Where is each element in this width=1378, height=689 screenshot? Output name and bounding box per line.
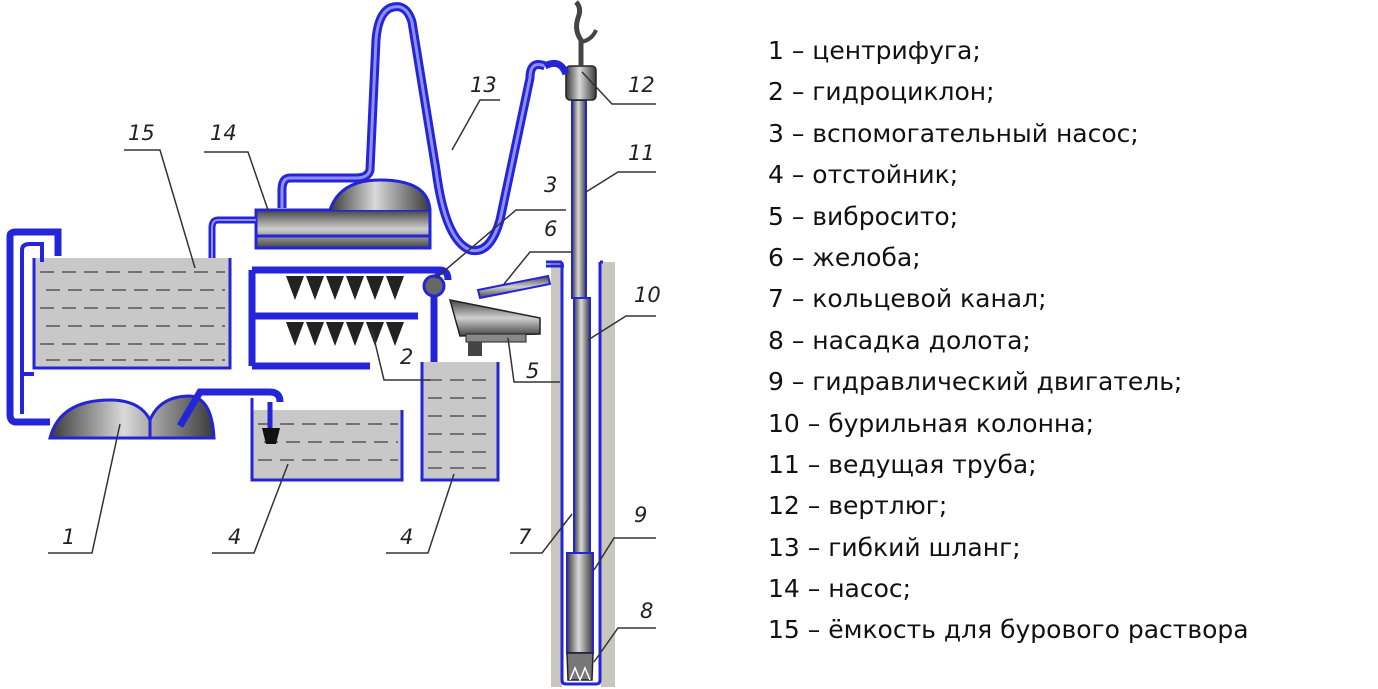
legend-item: 15 – ёмкость для бурового раствора [768, 615, 1249, 645]
label-10: 10 [634, 283, 661, 307]
ground [551, 262, 615, 687]
label-8: 8 [640, 599, 653, 623]
label-2: 2 [400, 345, 413, 369]
label-6: 6 [544, 217, 557, 241]
label-3: 3 [544, 173, 557, 197]
legend-item: 9 – гидравлический двигатель; [768, 367, 1183, 397]
settling-tank-right [420, 362, 500, 482]
centrifuge [6, 228, 284, 440]
settling-tank-left [250, 398, 404, 482]
legend-item: 7 – кольцевой канал; [768, 284, 1047, 314]
drilling-fluid-circulation-diagram: 1 4 4 7 9 8 10 11 12 13 14 15 3 6 2 5 [6, 0, 661, 687]
label-11: 11 [628, 141, 655, 165]
label-4b: 4 [400, 525, 413, 549]
legend-item: 8 – насадка долота; [768, 325, 1031, 355]
legend-item: 12 – вертлюг; [768, 491, 948, 521]
swivel [565, 0, 598, 101]
mud-tank [32, 258, 232, 370]
legend-item: 13 – гибкий шланг; [768, 532, 1021, 562]
drill-string [566, 99, 594, 682]
annulus-channel [546, 260, 603, 686]
legend: 1 – центрифуга; 2 – гидроциклон; 3 – всп… [768, 30, 1249, 651]
legend-item: 5 – вибросито; [768, 201, 959, 231]
legend-item: 3 – вспомогательный насос; [768, 118, 1139, 148]
vibrating-sieve [448, 299, 541, 356]
legend-item: 10 – бурильная колонна; [768, 408, 1095, 438]
legend-item: 11 – ведущая труба; [768, 449, 1037, 479]
label-5: 5 [526, 359, 539, 383]
leader-lines [48, 71, 656, 663]
legend-item: 4 – отстойник; [768, 160, 959, 190]
flexible-hose [277, 2, 570, 256]
label-7: 7 [518, 525, 532, 549]
legend-item: 1 – центрифуга; [768, 36, 981, 65]
legend-item: 14 – насос; [768, 574, 912, 604]
label-1: 1 [62, 525, 75, 549]
legend-item: 2 – гидроциклон; [768, 77, 995, 107]
label-14: 14 [210, 121, 237, 145]
label-4a: 4 [228, 525, 241, 549]
pump [204, 178, 432, 302]
part-numbers: 1 4 4 7 9 8 10 11 12 13 14 15 3 6 2 5 [62, 73, 661, 623]
label-13: 13 [470, 73, 497, 97]
label-12: 12 [628, 73, 655, 97]
label-15: 15 [128, 121, 155, 145]
label-9: 9 [634, 503, 647, 527]
troughs [476, 264, 564, 300]
legend-item: 6 – желоба; [768, 242, 921, 272]
hydrocyclone [248, 266, 452, 370]
